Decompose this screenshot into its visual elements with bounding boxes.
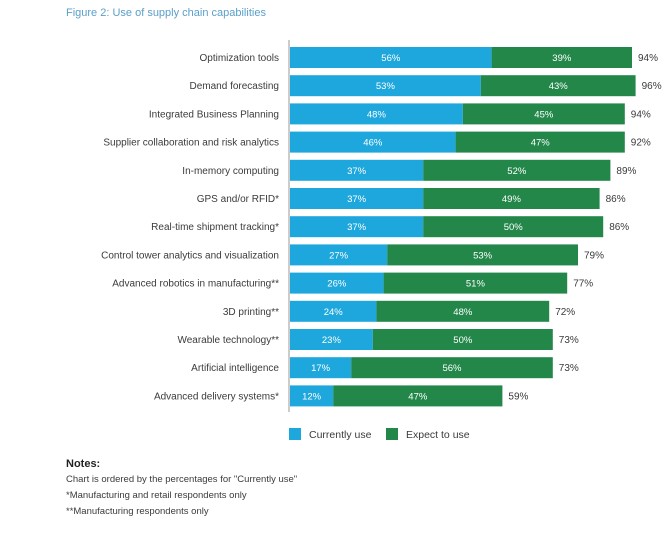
category-label-artificial-intelligence: Artificial intelligence xyxy=(191,363,279,374)
category-label-control-tower-analytics-and-visualization: Control tower analytics and visualizatio… xyxy=(101,250,279,261)
bar-expect-to-use-advanced-delivery-systems xyxy=(333,385,503,407)
notes-title: Notes: xyxy=(66,458,101,470)
value-label-currently-use-advanced-robotics-in-manufacturing: 26% xyxy=(327,279,347,290)
bar-currently-use-artificial-intelligence xyxy=(290,357,352,379)
value-label-expect-to-use-optimization-tools: 39% xyxy=(552,53,572,64)
legend-swatch-currently-use xyxy=(289,428,301,440)
bar-currently-use-control-tower-analytics-and-visualization xyxy=(290,244,388,266)
total-label-demand-forecasting: 96% xyxy=(642,81,662,92)
category-label-integrated-business-planning: Integrated Business Planning xyxy=(149,109,279,120)
legend: Currently use Expect to use xyxy=(289,428,470,441)
bar-currently-use-gps-and-or-rfid xyxy=(290,188,424,209)
legend-swatch-expect-to-use xyxy=(386,428,398,440)
total-label-optimization-tools: 94% xyxy=(638,53,658,64)
value-label-expect-to-use-control-tower-analytics-and-visualization: 53% xyxy=(473,250,493,261)
value-label-expect-to-use-3d-printing: 48% xyxy=(453,307,473,318)
category-label-demand-forecasting: Demand forecasting xyxy=(190,81,280,92)
total-label-control-tower-analytics-and-visualization: 79% xyxy=(584,250,604,261)
value-label-expect-to-use-wearable-technology: 50% xyxy=(453,335,473,346)
bar-expect-to-use-control-tower-analytics-and-visualization xyxy=(387,244,578,266)
note-line-manufacturing-retail: *Manufacturing and retail respondents on… xyxy=(66,490,247,501)
value-label-currently-use-supplier-collaboration-and-risk-analytics: 46% xyxy=(363,138,383,149)
bar-currently-use-optimization-tools xyxy=(290,47,492,68)
value-label-currently-use-real-time-shipment-tracking: 37% xyxy=(347,222,367,233)
value-label-currently-use-wearable-technology: 23% xyxy=(322,335,342,346)
bar-expect-to-use-real-time-shipment-tracking xyxy=(423,216,604,238)
bar-currently-use-in-memory-computing xyxy=(290,159,424,181)
bar-currently-use-advanced-delivery-systems xyxy=(290,385,334,407)
stacked-bar-chart: Optimization tools 56% 39% 94% Demand foreca… xyxy=(101,40,662,441)
value-label-expect-to-use-gps-and-or-rfid: 49% xyxy=(502,194,522,205)
value-label-expect-to-use-supplier-collaboration-and-risk-analytics: 47% xyxy=(531,138,551,149)
value-label-expect-to-use-integrated-business-planning: 45% xyxy=(534,109,554,120)
value-label-currently-use-gps-and-or-rfid: 37% xyxy=(347,194,367,205)
value-label-currently-use-demand-forecasting: 53% xyxy=(376,81,396,92)
value-label-currently-use-integrated-business-planning: 48% xyxy=(367,109,387,120)
bar-expect-to-use-gps-and-or-rfid xyxy=(423,188,600,209)
total-label-wearable-technology: 73% xyxy=(559,335,579,346)
bar-expect-to-use-advanced-robotics-in-manufacturing xyxy=(383,272,568,294)
total-label-3d-printing: 72% xyxy=(555,307,575,318)
value-label-currently-use-3d-printing: 24% xyxy=(324,307,344,318)
bar-expect-to-use-supplier-collaboration-and-risk-analytics xyxy=(455,131,625,153)
category-label-gps-and-or-rfid: GPS and/or RFID* xyxy=(197,194,279,205)
value-label-currently-use-control-tower-analytics-and-visualization: 27% xyxy=(329,250,349,261)
value-label-expect-to-use-in-memory-computing: 52% xyxy=(507,166,527,177)
total-label-advanced-delivery-systems: 59% xyxy=(508,391,528,402)
total-label-real-time-shipment-tracking: 86% xyxy=(609,222,629,233)
value-label-expect-to-use-demand-forecasting: 43% xyxy=(549,81,569,92)
bar-expect-to-use-in-memory-computing xyxy=(423,159,611,181)
category-label-advanced-delivery-systems: Advanced delivery systems* xyxy=(154,391,279,402)
bar-currently-use-wearable-technology xyxy=(290,329,373,350)
category-label-in-memory-computing: In-memory computing xyxy=(182,166,279,177)
bar-currently-use-3d-printing xyxy=(290,300,377,322)
value-label-expect-to-use-advanced-robotics-in-manufacturing: 51% xyxy=(466,279,486,290)
notes: Notes: Chart is ordered by the percentag… xyxy=(66,456,297,520)
bar-expect-to-use-3d-printing xyxy=(376,300,550,322)
bar-currently-use-integrated-business-planning xyxy=(290,103,463,125)
category-label-supplier-collaboration-and-risk-analytics: Supplier collaboration and risk analytic… xyxy=(103,138,279,149)
category-label-wearable-technology: Wearable technology** xyxy=(177,335,279,346)
value-label-currently-use-optimization-tools: 56% xyxy=(381,53,401,64)
bar-expect-to-use-artificial-intelligence xyxy=(351,357,553,379)
category-label-advanced-robotics-in-manufacturing: Advanced robotics in manufacturing** xyxy=(112,279,279,290)
note-line-manufacturing-only: **Manufacturing respondents only xyxy=(66,506,209,517)
bar-currently-use-real-time-shipment-tracking xyxy=(290,216,424,238)
total-label-advanced-robotics-in-manufacturing: 77% xyxy=(573,279,593,290)
bar-currently-use-demand-forecasting xyxy=(290,75,481,97)
value-label-currently-use-in-memory-computing: 37% xyxy=(347,166,367,177)
total-label-gps-and-or-rfid: 86% xyxy=(606,194,626,205)
legend-label-expect-to-use: Expect to use xyxy=(406,429,470,441)
legend-label-currently-use: Currently use xyxy=(309,429,372,441)
bars-group: Optimization tools 56% 39% 94% Demand foreca… xyxy=(101,47,662,407)
category-label-3d-printing: 3D printing** xyxy=(223,307,279,318)
bar-expect-to-use-demand-forecasting xyxy=(480,75,636,97)
value-label-expect-to-use-advanced-delivery-systems: 47% xyxy=(408,391,428,402)
bar-currently-use-advanced-robotics-in-manufacturing xyxy=(290,272,384,294)
category-label-real-time-shipment-tracking: Real-time shipment tracking* xyxy=(151,222,279,233)
bar-expect-to-use-integrated-business-planning xyxy=(462,103,625,125)
total-label-in-memory-computing: 89% xyxy=(616,166,636,177)
bar-expect-to-use-optimization-tools xyxy=(491,47,632,68)
total-label-integrated-business-planning: 94% xyxy=(631,109,651,120)
total-label-supplier-collaboration-and-risk-analytics: 92% xyxy=(631,138,651,149)
category-label-optimization-tools: Optimization tools xyxy=(200,53,279,64)
bar-currently-use-supplier-collaboration-and-risk-analytics xyxy=(290,131,456,153)
bar-expect-to-use-wearable-technology xyxy=(372,329,553,350)
figure-title: Figure 2: Use of supply chain capabiliti… xyxy=(66,7,266,19)
note-line-ordering: Chart is ordered by the percentages for … xyxy=(66,474,298,485)
total-label-artificial-intelligence: 73% xyxy=(559,363,579,374)
value-label-currently-use-artificial-intelligence: 17% xyxy=(311,363,331,374)
value-label-expect-to-use-real-time-shipment-tracking: 50% xyxy=(504,222,524,233)
value-label-expect-to-use-artificial-intelligence: 56% xyxy=(442,363,462,374)
value-label-currently-use-advanced-delivery-systems: 12% xyxy=(302,391,322,402)
